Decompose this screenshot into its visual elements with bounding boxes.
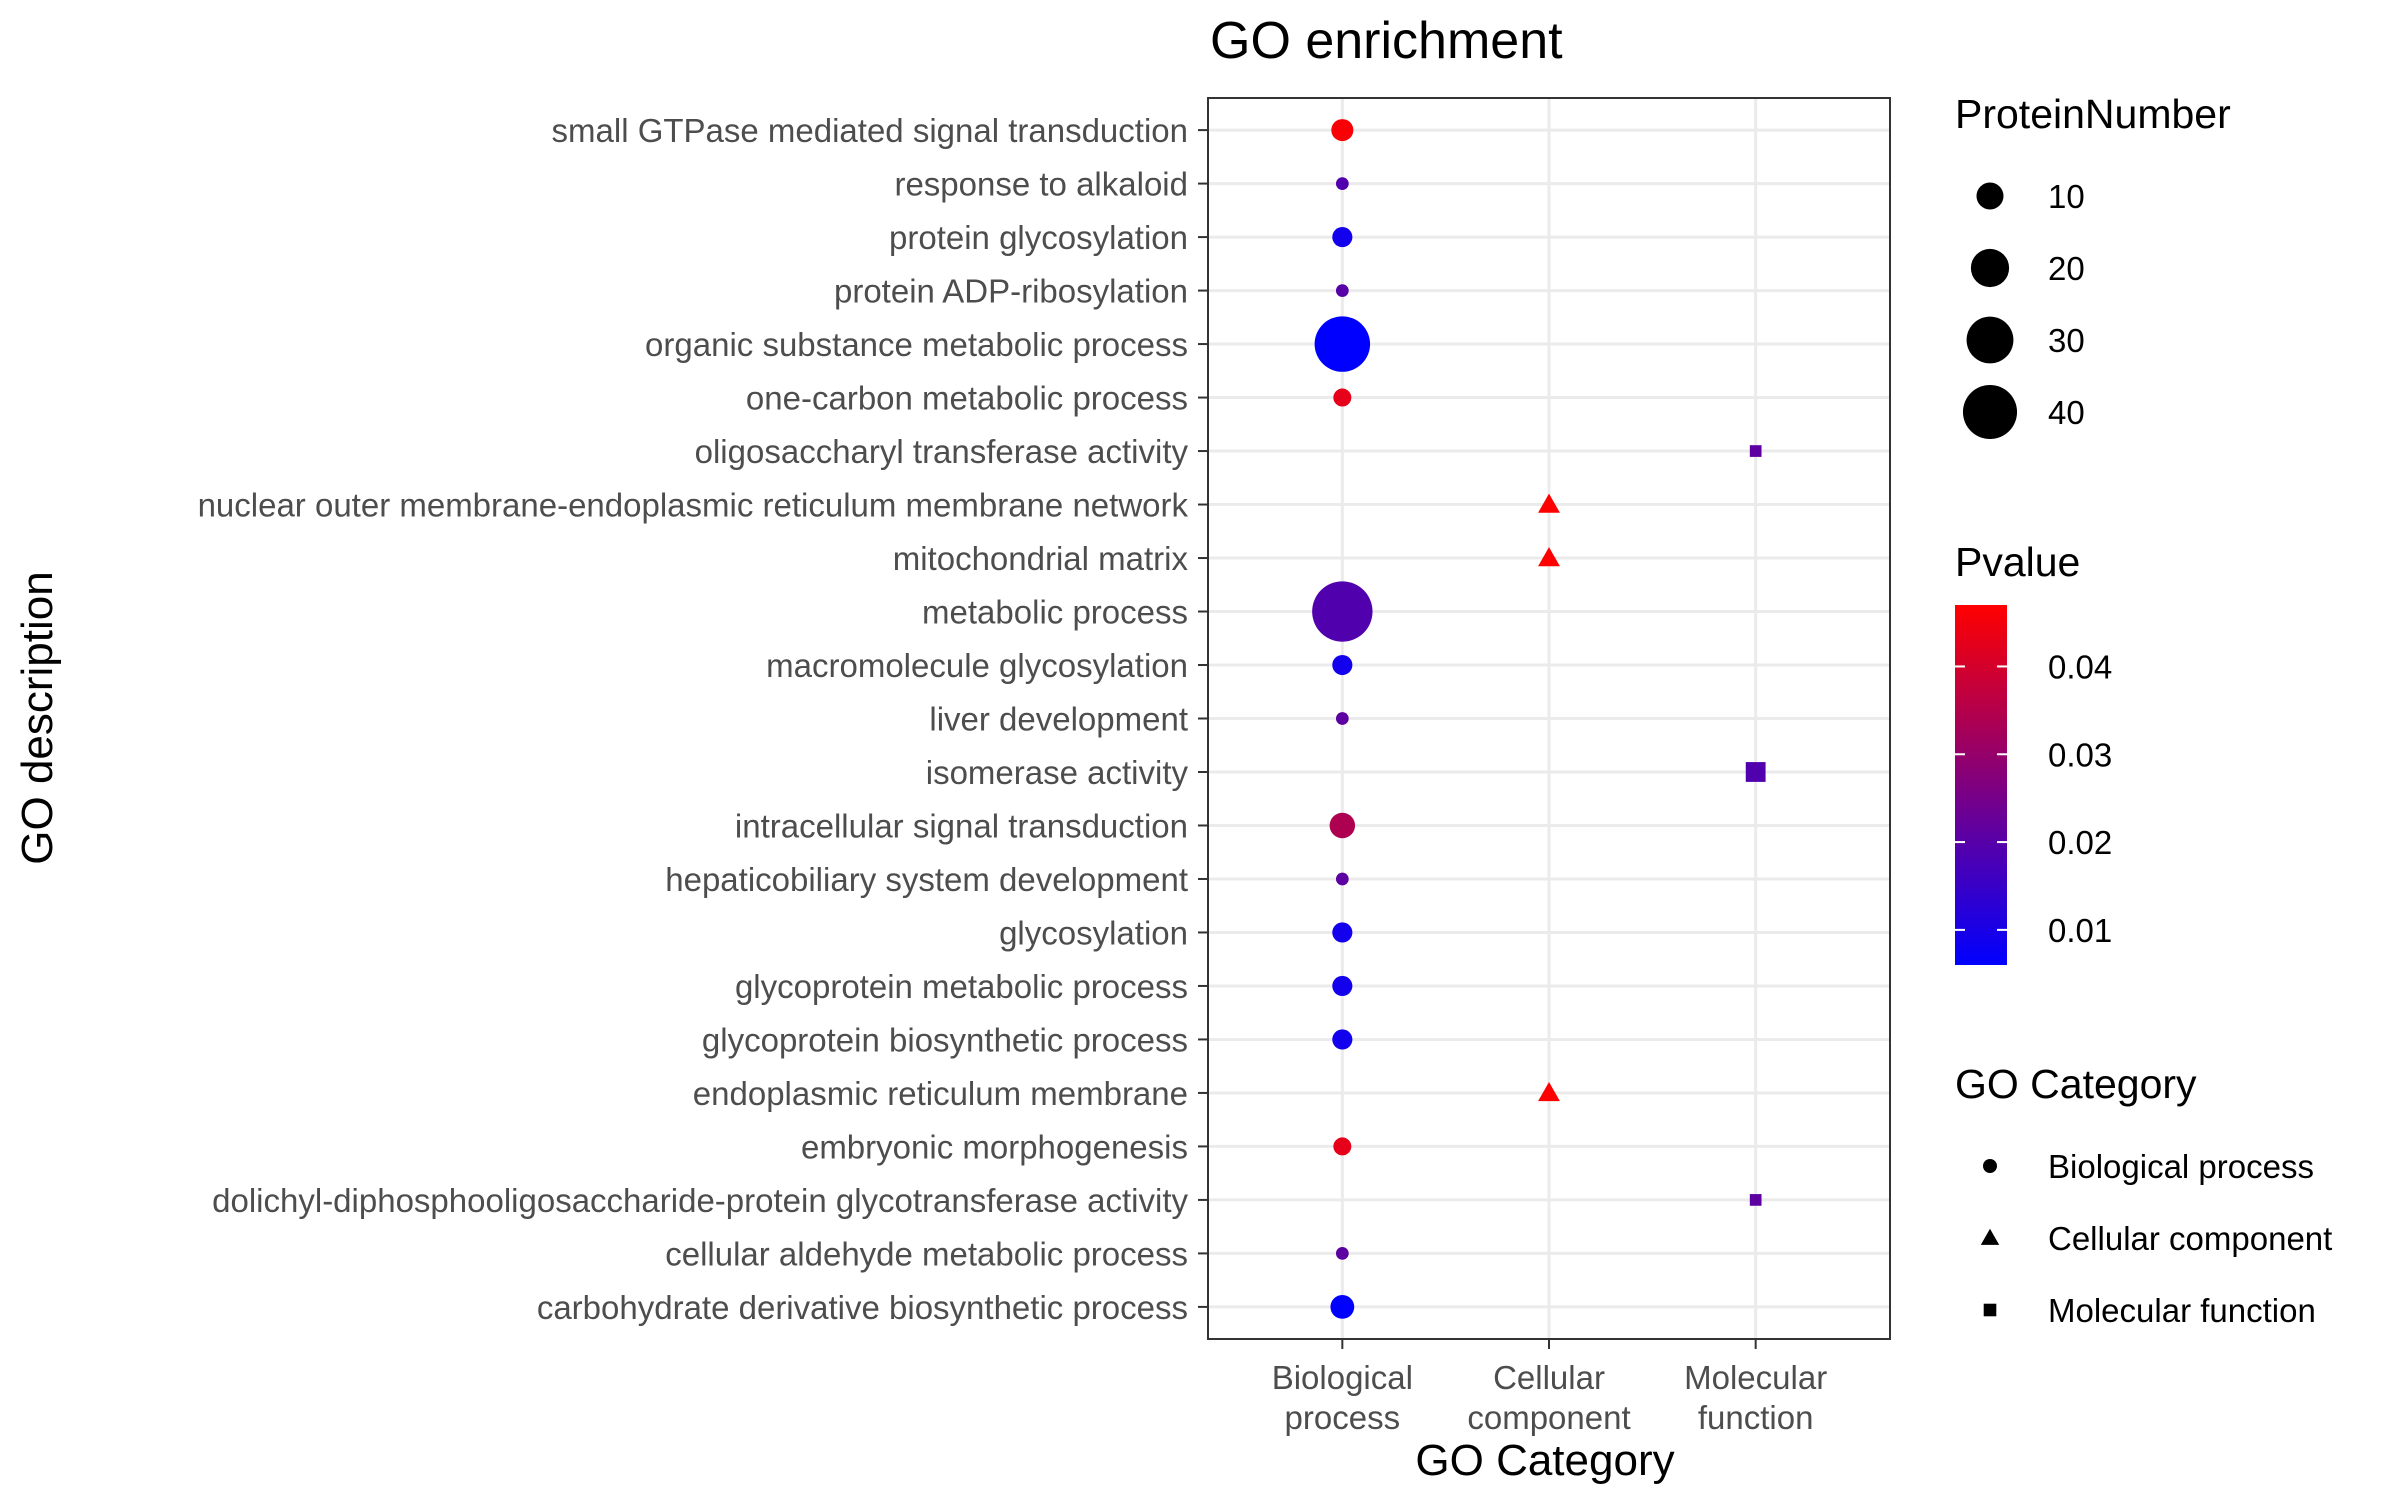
y-tick-label: nuclear outer membrane-endoplasmic retic…: [198, 487, 1189, 524]
y-tick-label: glycoprotein biosynthetic process: [702, 1021, 1188, 1058]
legend-color-label: 0.04: [2048, 648, 2112, 685]
y-tick-label: protein glycosylation: [889, 219, 1188, 256]
data-point: [1538, 547, 1560, 567]
legend-size-key: [1976, 182, 2004, 210]
data-point: [1749, 445, 1762, 457]
data-point: [1538, 493, 1560, 513]
y-tick-label: carbohydrate derivative biosynthetic pro…: [537, 1289, 1188, 1326]
x-tick-label: Molecular function: [1684, 1359, 1827, 1436]
legend-shape-key: [1983, 1159, 1997, 1173]
data-point: [1312, 581, 1373, 642]
y-tick-label: isomerase activity: [926, 754, 1189, 791]
data-point: [1332, 922, 1353, 943]
y-tick-label: metabolic process: [922, 594, 1188, 631]
data-point: [1335, 872, 1349, 886]
legend-shape-label: Biological process: [2048, 1148, 2314, 1185]
x-tick-label: Biological process: [1272, 1359, 1413, 1436]
y-tick-label: macromolecule glycosylation: [766, 647, 1188, 684]
y-tick-label: response to alkaloid: [894, 166, 1188, 203]
legend-pvalue: Pvalue 0.04 0.03 0.02 0.01: [1955, 539, 2112, 965]
legend-shape-key: [1980, 1228, 2000, 1245]
data-point: [1335, 712, 1349, 725]
data-point: [1332, 227, 1353, 248]
data-points: [1312, 119, 1766, 1319]
y-tick-label: organic substance metabolic process: [645, 326, 1188, 363]
x-tick-label: Cellular component: [1467, 1359, 1630, 1436]
data-point: [1332, 1029, 1353, 1050]
legend-size-label: 30: [2048, 322, 2085, 359]
data-point: [1332, 654, 1353, 676]
data-point: [1335, 177, 1349, 190]
data-point: [1749, 1194, 1762, 1206]
data-point: [1333, 1137, 1352, 1156]
y-tick-label: oligosaccharyl transferase activity: [695, 433, 1189, 470]
y-axis-title: GO description: [13, 571, 62, 864]
legend-color-title: Pvalue: [1955, 539, 2080, 585]
legend-shape-label: Cellular component: [2048, 1220, 2332, 1257]
pvalue-colorbar: [1955, 605, 2007, 965]
x-tick-labels: Biological process Cellular component Molecu…: [1272, 1359, 1827, 1436]
legend-color-label: 0.01: [2048, 912, 2112, 949]
y-tick-label: small GTPase mediated signal transductio…: [552, 112, 1188, 149]
legend-color-label: 0.02: [2048, 824, 2112, 861]
y-tick-label: mitochondrial matrix: [893, 540, 1189, 577]
tick-layer: [1198, 129, 1757, 1349]
legend-shape-label: Molecular function: [2048, 1292, 2316, 1329]
x-axis-title: GO Category: [1415, 1436, 1674, 1485]
panel-border: [1207, 97, 1891, 1340]
y-tick-label: cellular aldehyde metabolic process: [665, 1235, 1188, 1272]
y-tick-label: hepaticobiliary system development: [665, 861, 1188, 898]
legend-size-label: 20: [2048, 250, 2085, 287]
legend-color-label: 0.03: [2048, 736, 2112, 773]
y-tick-label: glycoprotein metabolic process: [735, 968, 1188, 1005]
grid-layer: [1208, 98, 1890, 1339]
y-tick-label: embryonic morphogenesis: [801, 1128, 1188, 1165]
legend-size-key: [1966, 316, 2014, 364]
data-point: [1329, 812, 1356, 839]
legend-size-title: ProteinNumber: [1955, 91, 2231, 137]
chart-title: GO enrichment: [1210, 12, 1563, 70]
y-tick-label: endoplasmic reticulum membrane: [693, 1075, 1188, 1112]
data-point: [1335, 284, 1349, 297]
y-tick-label: intracellular signal transduction: [735, 807, 1188, 844]
data-point: [1333, 388, 1352, 407]
legend-go-category: GO Category Biological process Cellular c…: [1955, 1061, 2332, 1329]
y-tick-labels: small GTPase mediated signal transductio…: [198, 112, 1189, 1326]
y-tick-label: glycosylation: [999, 914, 1188, 951]
legend-protein-number: ProteinNumber 10 20 30 40: [1955, 91, 2231, 440]
legend-size-key: [1970, 248, 2010, 288]
data-point: [1335, 1247, 1349, 1260]
legend-size-key: [1962, 384, 2018, 440]
legend-size-label: 40: [2048, 394, 2085, 431]
y-tick-label: protein ADP-ribosylation: [834, 273, 1188, 310]
data-point: [1332, 975, 1353, 997]
data-point: [1331, 119, 1354, 142]
legend-size-label: 10: [2048, 178, 2085, 215]
y-tick-label: one-carbon metabolic process: [746, 380, 1188, 417]
y-tick-label: liver development: [929, 701, 1188, 738]
data-point: [1745, 762, 1766, 782]
data-point: [1330, 1294, 1355, 1319]
legend-shape-key: [1983, 1303, 1997, 1317]
y-tick-label: dolichyl-diphosphooligosaccharide-protei…: [212, 1182, 1188, 1219]
data-point: [1314, 316, 1371, 372]
legend-shape-title: GO Category: [1955, 1061, 2197, 1107]
data-point: [1538, 1082, 1560, 1102]
